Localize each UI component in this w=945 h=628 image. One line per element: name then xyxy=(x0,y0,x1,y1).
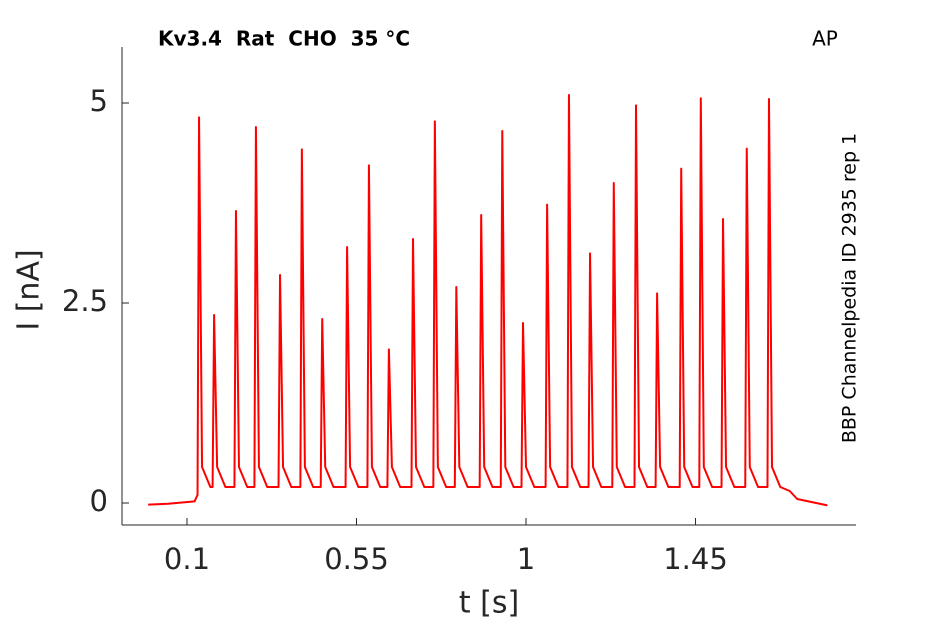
trace-line xyxy=(148,94,828,507)
side-label: BBP Channelpedia ID 2935 rep 1 xyxy=(839,133,861,443)
x-tick-label: 1 xyxy=(517,542,535,576)
x-tick-label: 1.45 xyxy=(663,542,728,576)
chart-title: Kv3.4 Rat CHO 35 °C xyxy=(158,27,410,51)
x-tick-label: 0.55 xyxy=(324,542,389,576)
y-tick-label: 5 xyxy=(90,84,108,118)
y-tick-label: 2.5 xyxy=(62,284,108,318)
x-tick-label: 0.1 xyxy=(164,542,210,576)
y-tick-label: 0 xyxy=(90,484,108,518)
annotation: AP xyxy=(812,27,838,51)
y-axis-label: I [nA] xyxy=(12,249,47,330)
x-axis-label: t [s] xyxy=(459,586,519,621)
